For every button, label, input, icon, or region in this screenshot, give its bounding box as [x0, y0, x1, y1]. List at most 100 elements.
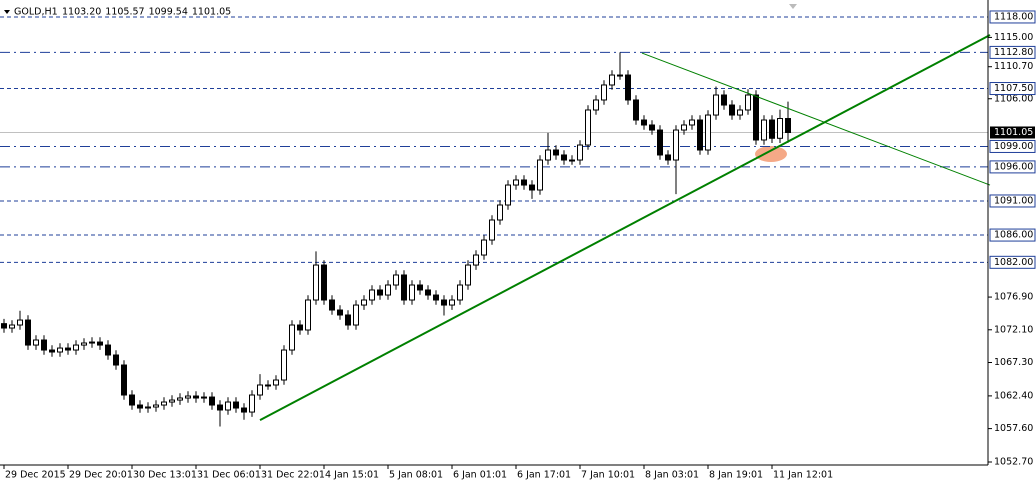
plot — [0, 16, 991, 427]
candle-body — [617, 74, 623, 77]
header-value: 1099.54 — [149, 7, 188, 18]
level-label-box — [989, 82, 1036, 96]
x-tick-label: 6 Jan 01:01 — [453, 470, 507, 481]
candle-body — [481, 239, 487, 256]
candle-body — [209, 396, 215, 406]
candle-body — [105, 344, 111, 356]
candle-body — [345, 314, 351, 326]
candle-body — [201, 396, 207, 399]
candle-body — [713, 94, 719, 116]
candle-body — [401, 274, 407, 301]
candle-body — [737, 109, 743, 116]
candle-body — [9, 324, 15, 329]
candle-body — [113, 354, 119, 366]
candle-body — [273, 379, 279, 386]
y-tick-label: 1052.70 — [994, 457, 1033, 468]
x-tick-label: 29 Dec 20:01 — [69, 470, 133, 481]
candle-body — [417, 284, 423, 291]
candle-body — [161, 401, 167, 406]
shift-marker — [789, 4, 797, 9]
header-value: 1105.57 — [105, 7, 144, 18]
candle-body — [97, 341, 103, 346]
candle-body — [281, 349, 287, 381]
candle-body — [137, 404, 143, 409]
candle-body — [217, 404, 223, 411]
candle-body — [489, 219, 495, 241]
candle-body — [1, 323, 7, 329]
candle-body — [321, 264, 327, 301]
candle-body — [577, 144, 583, 161]
candle-body — [393, 274, 399, 286]
x-tick-label: 6 Jan 17:01 — [517, 470, 571, 481]
level-label: 1118.00 — [994, 11, 1033, 22]
candle-body — [409, 284, 415, 301]
candle-body — [609, 74, 615, 86]
candle-body — [385, 284, 391, 296]
candle-body — [465, 264, 471, 286]
candle-body — [545, 149, 551, 161]
level-label-box — [989, 139, 1036, 153]
candle-body — [25, 319, 31, 346]
candle-body — [721, 94, 727, 106]
candle-body — [697, 119, 703, 151]
candle-body — [553, 149, 559, 156]
y-tick-label: 1110.70 — [994, 61, 1033, 72]
candle-body — [361, 299, 367, 306]
level-label-box — [989, 10, 1036, 24]
candle-body — [649, 124, 655, 131]
candle-body — [681, 124, 687, 131]
candle-body — [145, 406, 151, 409]
highlight — [755, 146, 787, 162]
level-label-box — [989, 255, 1036, 269]
candle-body — [65, 347, 71, 351]
candle-body — [601, 84, 607, 101]
candle-body — [657, 129, 663, 156]
candle-body — [529, 184, 535, 191]
candle-body — [89, 341, 95, 344]
candle-body — [297, 324, 303, 331]
candle-body — [625, 74, 631, 101]
y-tick-label: 1072.10 — [994, 324, 1033, 335]
candle-body — [353, 304, 359, 326]
level-label: 1096.00 — [994, 161, 1033, 172]
candle-body — [369, 289, 375, 301]
candle-body — [497, 204, 503, 221]
candle-body — [57, 347, 63, 353]
candle-body — [233, 401, 239, 409]
candle-body — [521, 179, 527, 186]
y-tick-label: 1057.60 — [994, 423, 1033, 434]
candle-body — [425, 289, 431, 296]
candle-body — [449, 299, 455, 306]
candle-body — [129, 394, 135, 406]
candle-body — [17, 319, 23, 326]
candle-body — [585, 109, 591, 146]
candle-body — [265, 384, 271, 387]
candle-body — [177, 397, 183, 401]
candle-body — [377, 289, 383, 296]
candle-body — [41, 339, 47, 351]
level-label: 1091.00 — [994, 195, 1033, 206]
level-label: 1112.80 — [994, 47, 1033, 58]
level-label-box — [989, 45, 1036, 59]
candle-body — [457, 284, 463, 301]
level-label: 1099.00 — [994, 141, 1033, 152]
x-tick-label: 31 Dec 06:01 — [197, 470, 261, 481]
level-label-box — [989, 194, 1036, 208]
x-tick-label: 4 Jan 15:01 — [325, 470, 379, 481]
candle-body — [473, 254, 479, 266]
candle-body — [337, 309, 343, 316]
candle-body — [641, 119, 647, 126]
menu-arrow[interactable] — [4, 10, 10, 14]
candle-body — [665, 154, 671, 161]
x-tick-label: 7 Jan 10:01 — [581, 470, 635, 481]
candle-body — [193, 395, 199, 399]
y-tick-label: 1067.30 — [994, 357, 1033, 368]
candle-body — [185, 395, 191, 399]
x-tick-label: 8 Jan 19:01 — [709, 470, 763, 481]
candle-body — [673, 129, 679, 161]
trend-line — [259, 34, 991, 421]
x-tick-label: 5 Jan 08:01 — [389, 470, 443, 481]
level-label-box — [989, 160, 1036, 174]
